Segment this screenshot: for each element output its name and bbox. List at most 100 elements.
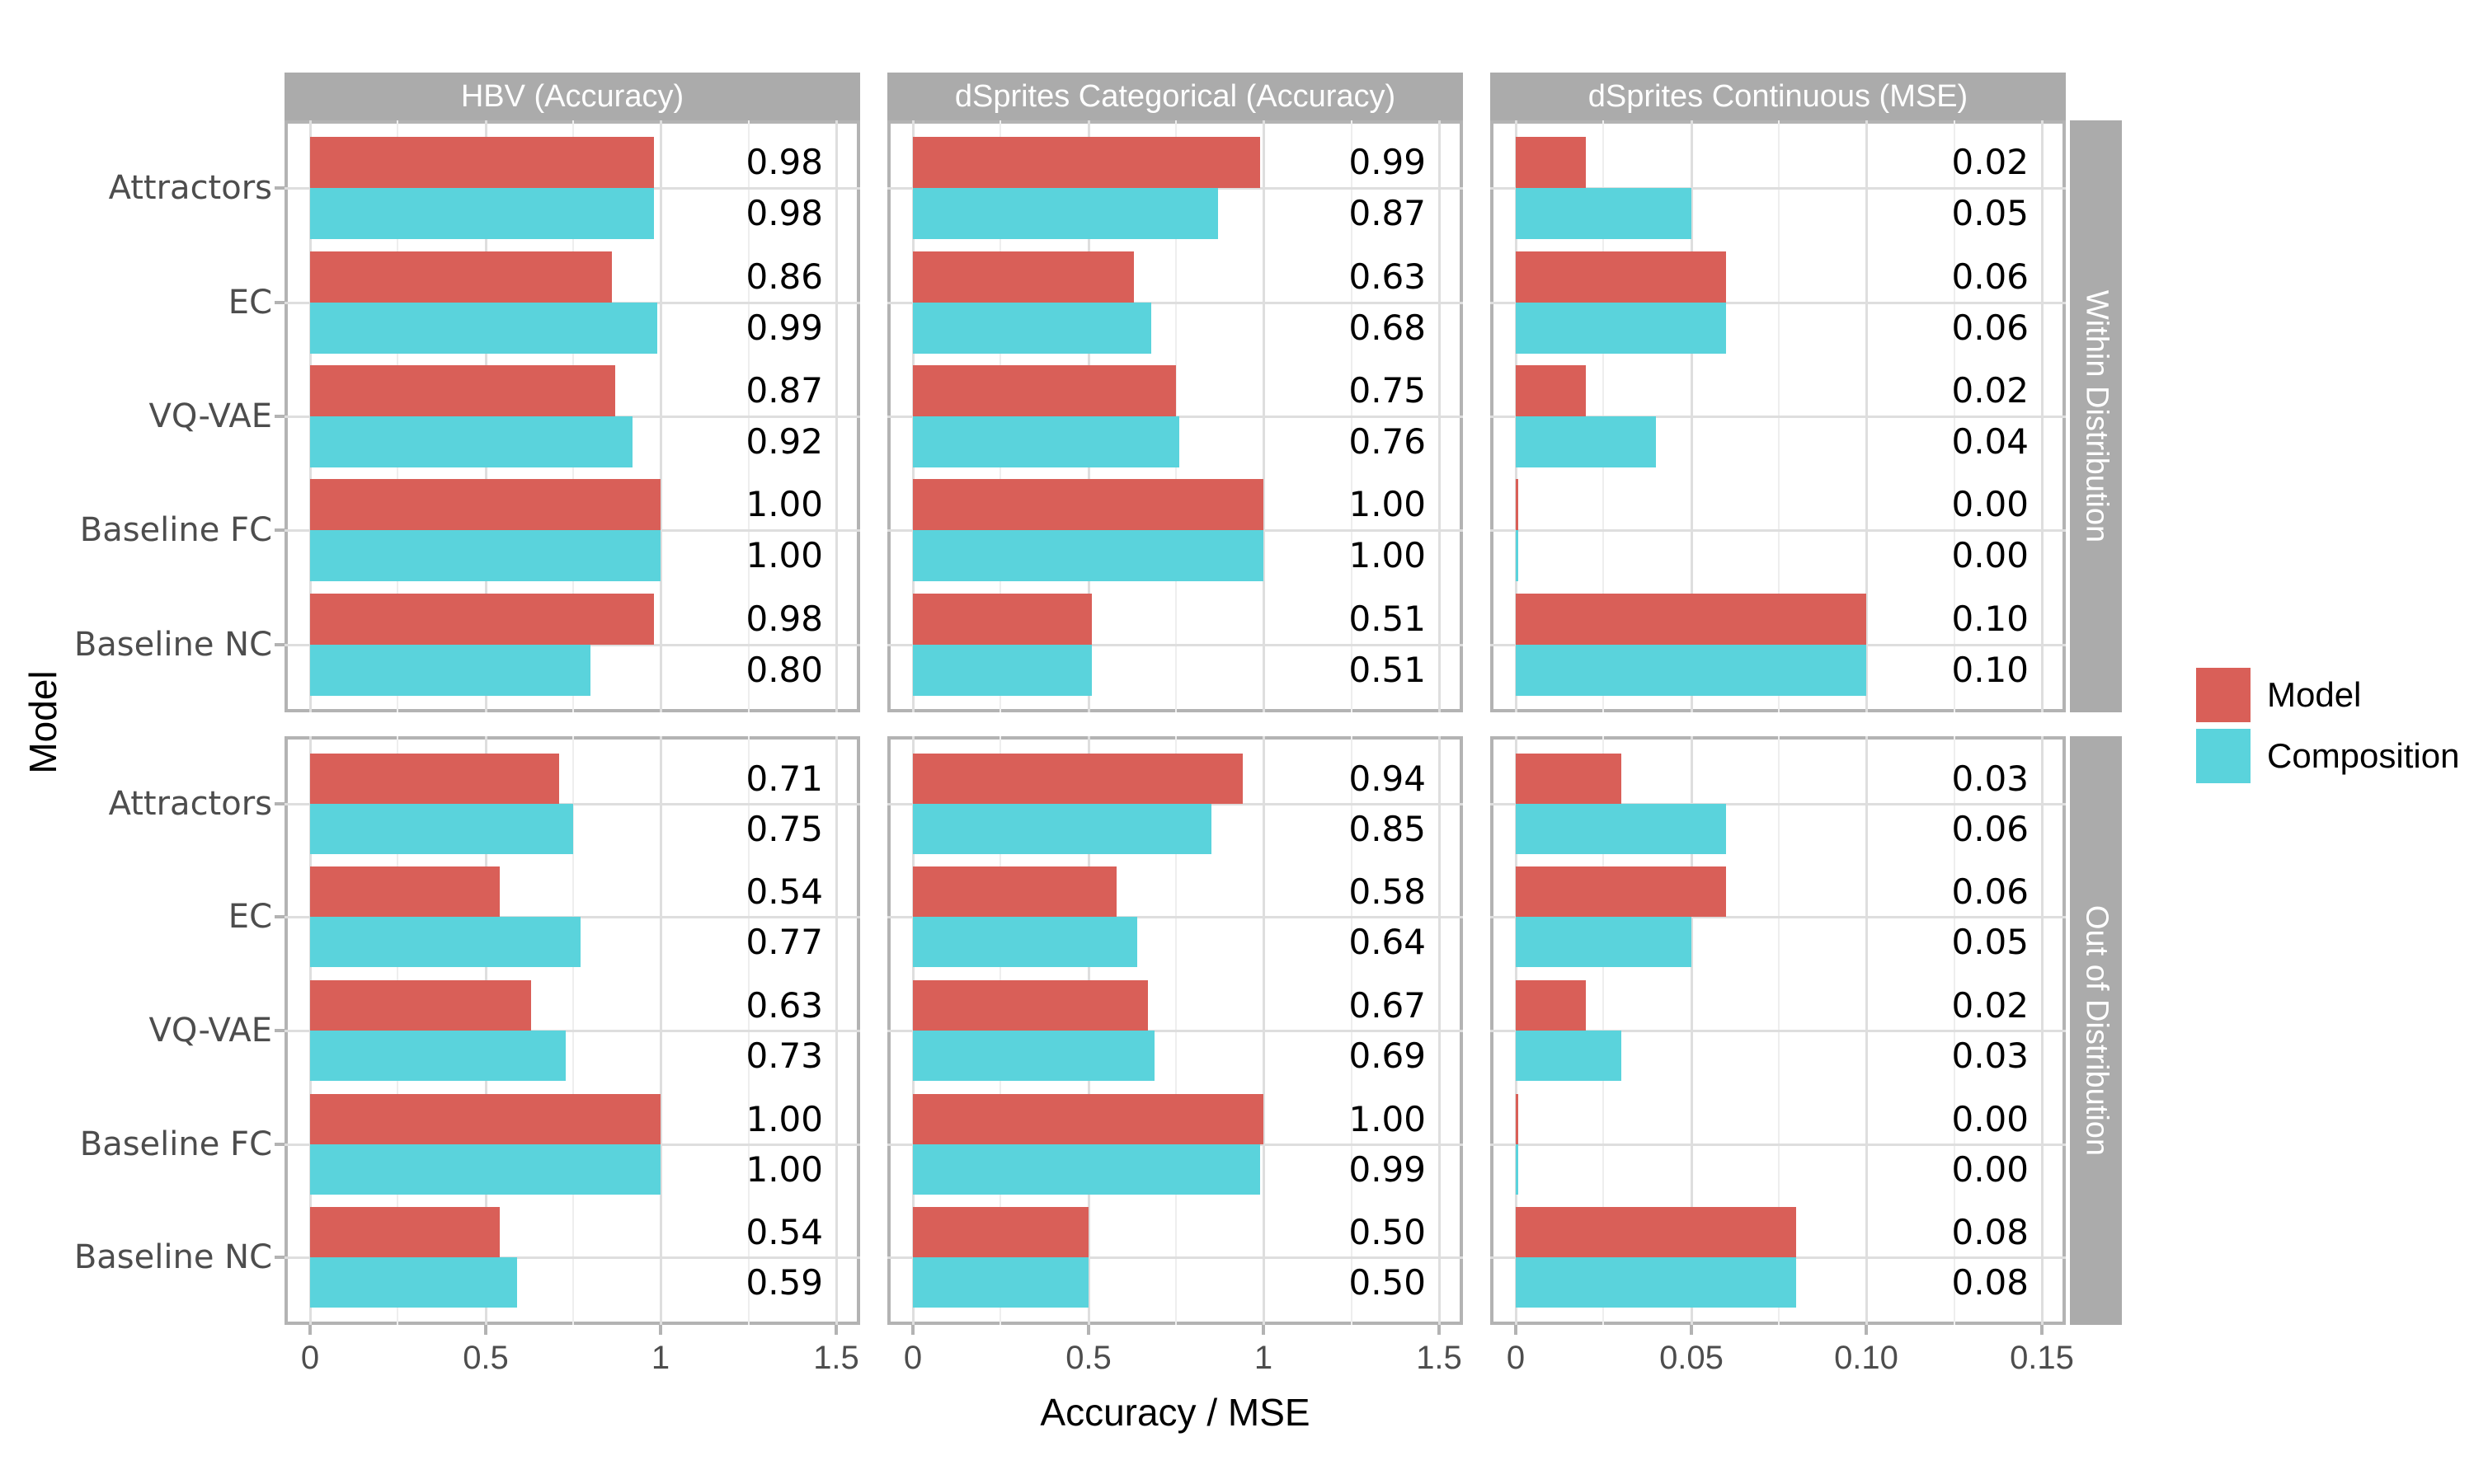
facet-column-title: dSprites Categorical (Accuracy) bbox=[954, 78, 1396, 114]
legend-item-model: Model bbox=[2196, 668, 2459, 722]
x-tick bbox=[1865, 1325, 1868, 1335]
x-tick-label: 0 bbox=[1506, 1340, 1526, 1376]
gridline-category bbox=[1490, 803, 2066, 805]
x-tick-label: 0.5 bbox=[463, 1340, 509, 1376]
bar-model bbox=[913, 866, 1117, 917]
gridline-category bbox=[887, 916, 1463, 918]
value-label-composition: 0.64 bbox=[1348, 922, 1426, 962]
bar-model bbox=[1516, 980, 1586, 1031]
y-tick bbox=[275, 1029, 285, 1032]
category-label: Baseline NC bbox=[73, 626, 272, 664]
x-tick bbox=[911, 1325, 915, 1335]
bar-model bbox=[913, 1207, 1089, 1257]
value-label-composition: 0.08 bbox=[1951, 1262, 2029, 1303]
value-label-composition: 0.04 bbox=[1951, 421, 2029, 462]
x-tick-label: 1.5 bbox=[813, 1340, 859, 1376]
value-label-model: 0.94 bbox=[1348, 758, 1426, 799]
facet-row-title: Out of Distribution bbox=[2079, 904, 2114, 1157]
bar-model bbox=[1516, 479, 1518, 530]
value-label-composition: 0.00 bbox=[1951, 1149, 2029, 1190]
bar-model bbox=[310, 1094, 661, 1144]
gridline-category bbox=[1490, 187, 2066, 190]
x-tick-label: 0.15 bbox=[2010, 1340, 2074, 1376]
value-label-composition: 0.99 bbox=[745, 308, 823, 348]
bar-model bbox=[1516, 251, 1726, 303]
bar-model bbox=[913, 1094, 1263, 1144]
category-label: Baseline FC bbox=[79, 1125, 272, 1163]
gridline-category bbox=[887, 644, 1463, 646]
bar-composition bbox=[1516, 530, 1518, 581]
bar-composition bbox=[1516, 188, 1691, 239]
bar-composition bbox=[310, 804, 573, 854]
legend-swatch-model bbox=[2196, 668, 2251, 722]
facet-column-strip: dSprites Categorical (Accuracy) bbox=[887, 73, 1463, 120]
value-label-composition: 1.00 bbox=[745, 535, 823, 575]
value-label-composition: 0.50 bbox=[1348, 1262, 1426, 1303]
x-tick-label: 0.05 bbox=[1659, 1340, 1724, 1376]
category-label: Baseline FC bbox=[79, 511, 272, 549]
bar-composition bbox=[913, 188, 1218, 239]
bar-model bbox=[1516, 1094, 1518, 1144]
value-label-model: 0.71 bbox=[745, 758, 823, 799]
value-label-composition: 0.75 bbox=[745, 809, 823, 849]
value-label-composition: 0.92 bbox=[745, 421, 823, 462]
bar-model bbox=[913, 137, 1260, 188]
value-label-model: 0.63 bbox=[1348, 256, 1426, 297]
value-label-model: 0.58 bbox=[1348, 871, 1426, 912]
bar-model bbox=[913, 479, 1263, 530]
value-label-model: 0.00 bbox=[1951, 484, 2029, 524]
bar-model bbox=[310, 251, 612, 303]
value-label-model: 0.87 bbox=[745, 370, 823, 411]
bar-model bbox=[1516, 594, 1866, 645]
value-label-composition: 0.76 bbox=[1348, 421, 1426, 462]
value-label-model: 0.63 bbox=[745, 985, 823, 1026]
value-label-model: 1.00 bbox=[1348, 484, 1426, 524]
bar-model bbox=[1516, 866, 1726, 917]
bar-model bbox=[913, 594, 1092, 645]
y-axis-title: Model bbox=[21, 670, 64, 774]
bar-composition bbox=[310, 1257, 517, 1308]
value-label-model: 0.67 bbox=[1348, 985, 1426, 1026]
value-label-composition: 0.85 bbox=[1348, 809, 1426, 849]
value-label-model: 0.03 bbox=[1951, 758, 2029, 799]
x-tick bbox=[659, 1325, 662, 1335]
bar-model bbox=[1516, 754, 1621, 804]
bar-model bbox=[310, 137, 654, 188]
facet-panel: 0.99 0.87 0.63 0.68 0.75 0.76 1.00 1.00 0.51 0.51 bbox=[887, 120, 1463, 712]
bar-composition bbox=[310, 303, 657, 354]
category-label: VQ-VAE bbox=[148, 1012, 273, 1050]
category-label: VQ-VAE bbox=[148, 397, 273, 435]
value-label-composition: 0.05 bbox=[1951, 922, 2029, 962]
facet-panel: 0.94 0.85 0.58 0.64 0.67 0.69 1.00 0.99 0.50 0.50 bbox=[887, 736, 1463, 1325]
facet-row-title: Within Distribution bbox=[2079, 289, 2114, 543]
bar-composition bbox=[913, 1257, 1089, 1308]
bar-composition bbox=[310, 645, 590, 696]
bar-model bbox=[913, 365, 1176, 416]
y-tick bbox=[275, 1143, 285, 1146]
x-tick-label: 0.10 bbox=[1834, 1340, 1898, 1376]
legend: Model Composition bbox=[2196, 668, 2459, 783]
legend-swatch-composition bbox=[2196, 729, 2251, 783]
category-label: EC bbox=[228, 284, 272, 322]
value-label-model: 0.50 bbox=[1348, 1212, 1426, 1252]
value-label-model: 0.02 bbox=[1951, 985, 2029, 1026]
bar-composition bbox=[1516, 416, 1656, 467]
bar-model bbox=[1516, 365, 1586, 416]
gridline-category bbox=[1490, 1030, 2066, 1032]
bar-composition bbox=[913, 303, 1151, 354]
x-tick bbox=[1087, 1325, 1090, 1335]
value-label-model: 0.00 bbox=[1951, 1099, 2029, 1139]
x-tick-label: 0 bbox=[903, 1340, 923, 1376]
bar-composition bbox=[1516, 1144, 1518, 1195]
value-label-composition: 0.00 bbox=[1951, 535, 2029, 575]
bar-composition bbox=[1516, 917, 1691, 967]
y-tick bbox=[275, 915, 285, 918]
gridline-category bbox=[1490, 916, 2066, 918]
bar-composition bbox=[310, 416, 633, 467]
y-tick bbox=[275, 1256, 285, 1259]
facet-panel: 0.98 0.98 0.86 0.99 0.87 0.92 1.00 1.00 0.98 0.80 bbox=[285, 120, 860, 712]
value-label-composition: 0.98 bbox=[745, 193, 823, 233]
bar-model bbox=[913, 754, 1243, 804]
value-label-model: 0.02 bbox=[1951, 370, 2029, 411]
x-tick bbox=[1262, 1325, 1265, 1335]
